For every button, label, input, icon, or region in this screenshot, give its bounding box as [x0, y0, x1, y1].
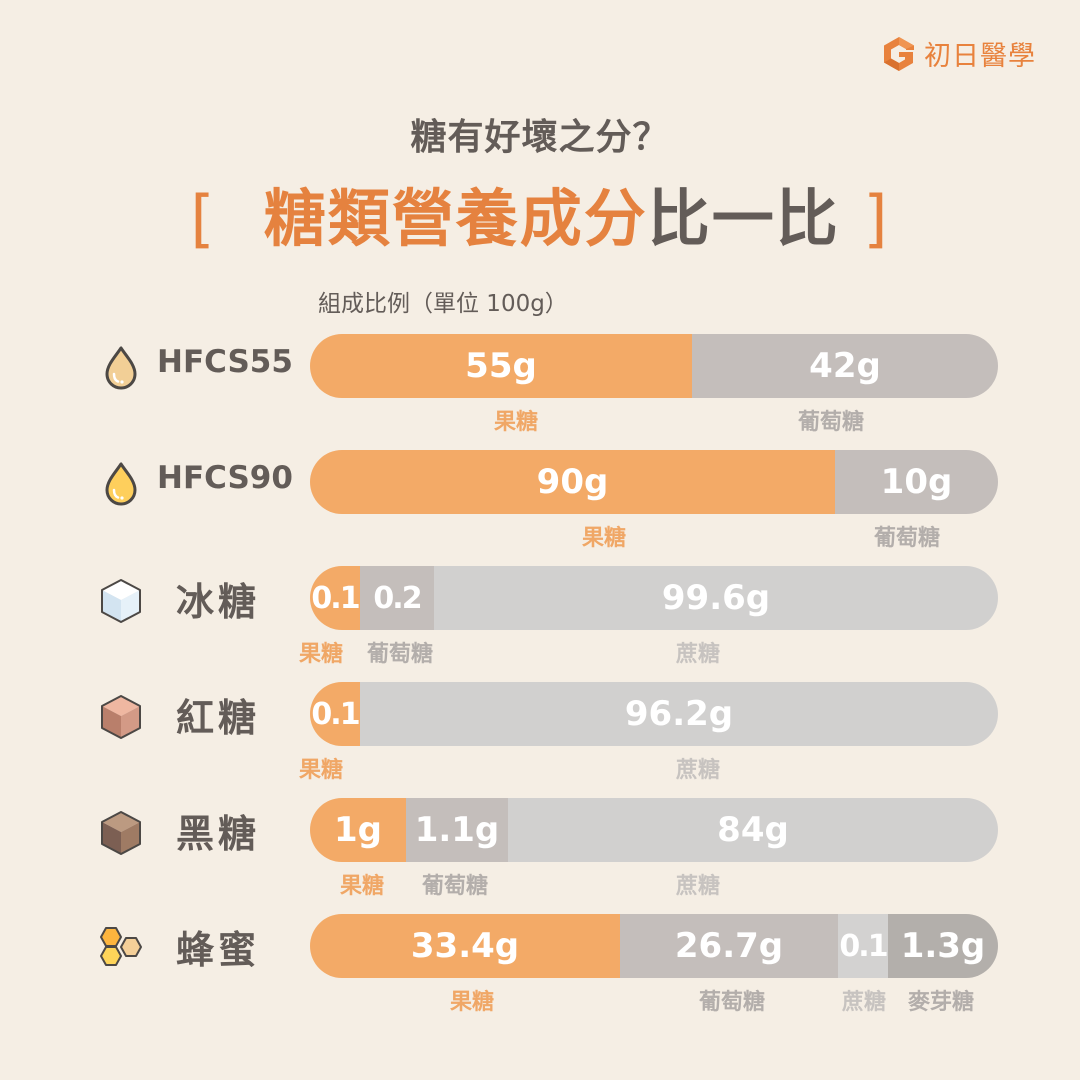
bar-segment: 99.6g — [434, 566, 998, 630]
stacked-bar: 0.1 0.2 99.6g — [310, 566, 998, 630]
segment-label: 果糖 — [339, 874, 385, 899]
segment-labels: 果糖 蔗糖 — [0, 752, 1080, 786]
row-label: 冰糖 — [176, 580, 261, 624]
row-label: HFCS90 — [157, 460, 293, 496]
segment-label: 果糖 — [581, 526, 627, 551]
bar-segment: 26.7g — [620, 914, 838, 978]
bar-segment: 0.1 — [310, 682, 361, 746]
segment-label: 果糖 — [298, 642, 344, 667]
bar-segment: 55g — [310, 334, 692, 398]
bar-segment: 84g — [508, 798, 998, 862]
segment-label: 果糖 — [298, 758, 344, 783]
chart-row-black-sugar: 黑糖 1g 1.1g 84g 果糖 葡萄糖 蔗糖 — [0, 798, 1080, 908]
brown-sugar-cube-icon — [101, 695, 141, 739]
chart-row-rock-sugar: 冰糖 0.1 0.2 99.6g 果糖 葡萄糖 蔗糖 — [0, 566, 1080, 676]
segment-label: 葡萄糖 — [698, 990, 766, 1015]
brand-logo: 初日醫學 — [882, 34, 1036, 73]
stacked-bar: 1g 1.1g 84g — [310, 798, 998, 862]
brand-name: 初日醫學 — [924, 41, 1036, 72]
chart-row-honey: 蜂蜜 33.4g 26.7g 0.1 1.3g 果糖 葡萄糖 蔗糖 麥芽糖 — [0, 914, 1080, 1024]
black-sugar-cube-icon — [101, 811, 141, 855]
segment-label: 麥芽糖 — [907, 990, 975, 1015]
syrup-drop-icon — [105, 462, 137, 506]
segment-label: 果糖 — [493, 410, 539, 435]
ice-sugar-cube-icon — [101, 579, 141, 623]
row-label: 蜂蜜 — [176, 928, 261, 972]
segment-label: 葡萄糖 — [797, 410, 865, 435]
stacked-bar: 55g 42g — [310, 334, 998, 398]
segment-label: 蔗糖 — [675, 874, 721, 899]
segment-label: 蔗糖 — [675, 642, 721, 667]
title-highlight: 糖類營養成分 — [263, 182, 648, 255]
bar-segment: 10g — [835, 450, 998, 514]
row-label: 黑糖 — [176, 812, 261, 856]
bar-segment: 90g — [310, 450, 835, 514]
brand-g-icon — [884, 36, 914, 71]
bar-segment: 1.1g — [406, 798, 508, 862]
segment-labels: 果糖 葡萄糖 蔗糖 — [0, 636, 1080, 670]
page-title: [ 糖類營養成分比一比 ] — [0, 168, 1080, 258]
unit-note: 組成比例（單位 100g） — [318, 291, 568, 317]
bar-segment: 0.1 — [310, 566, 361, 630]
segment-labels: 果糖 葡萄糖 蔗糖 麥芽糖 — [0, 984, 1080, 1018]
segment-labels: 果糖 葡萄糖 蔗糖 — [0, 868, 1080, 902]
title-rest: 比一比 — [647, 182, 840, 255]
chart-row-brown-sugar: 紅糖 0.1 96.2g 果糖 蔗糖 — [0, 682, 1080, 792]
stacked-bar: 90g 10g — [310, 450, 998, 514]
syrup-drop-icon — [105, 346, 137, 390]
title-open-bracket: [ — [190, 182, 217, 255]
segment-label: 葡萄糖 — [366, 642, 434, 667]
segment-labels: 果糖 葡萄糖 — [0, 404, 1080, 438]
segment-labels: 果糖 葡萄糖 — [0, 520, 1080, 554]
bar-segment: 1g — [310, 798, 406, 862]
honeycomb-icon — [100, 927, 142, 966]
segment-label: 果糖 — [449, 990, 495, 1015]
bar-segment: 33.4g — [310, 914, 620, 978]
title-close-bracket: ] — [863, 182, 890, 255]
segment-label: 蔗糖 — [675, 758, 721, 783]
stacked-bar: 33.4g 26.7g 0.1 1.3g — [310, 914, 998, 978]
chart-row-hfcs90: HFCS90 90g 10g 果糖 葡萄糖 — [0, 450, 1080, 560]
segment-label: 蔗糖 — [841, 990, 887, 1015]
bar-segment: 96.2g — [360, 682, 998, 746]
bar-segment: 0.1 — [838, 914, 889, 978]
stacked-bar: 0.1 96.2g — [310, 682, 998, 746]
bar-segment: 0.2 — [360, 566, 434, 630]
chart-row-hfcs55: HFCS55 55g 42g 果糖 葡萄糖 — [0, 334, 1080, 444]
page-subtitle: 糖有好壞之分？ — [410, 117, 670, 158]
row-label: HFCS55 — [157, 344, 293, 380]
bar-segment: 1.3g — [888, 914, 998, 978]
segment-label: 葡萄糖 — [873, 526, 941, 551]
bar-segment: 42g — [692, 334, 998, 398]
segment-label: 葡萄糖 — [421, 874, 489, 899]
row-label: 紅糖 — [176, 696, 261, 740]
